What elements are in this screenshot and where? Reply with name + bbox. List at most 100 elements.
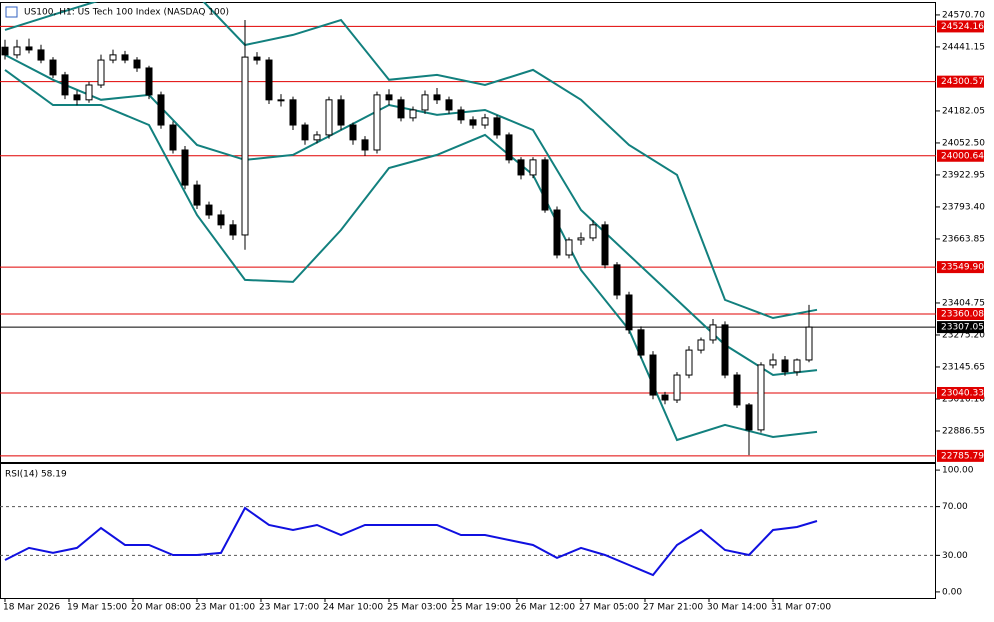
candle-body [313,134,321,141]
level-line-box [937,149,984,162]
candle-body [85,84,93,101]
candle-body [217,214,225,226]
candle-body [553,209,561,256]
x-tick-label: 19 Mar 15:00 [67,603,127,613]
candle-body [601,224,609,266]
candle-body [445,99,453,111]
y-tick-label: 24182.05 [942,106,985,116]
rsi-title: RSI(14) 58.19 [5,470,67,480]
candle-body [145,67,153,96]
candle-body [493,117,501,136]
y-tick-label: 23404.75 [942,298,985,308]
x-tick-label: 27 Mar 05:00 [579,603,639,613]
x-tick-label: 25 Mar 03:00 [387,603,447,613]
candle-body [721,324,729,376]
candle-body [265,59,273,101]
rsi-line [4,506,818,577]
candle-body [589,224,597,239]
candle-body [481,117,489,126]
candle-body [613,264,621,296]
candle-body [697,339,705,351]
candle-body [193,184,201,206]
bollinger-band [4,69,818,442]
candle-body [373,94,381,151]
candle-body [109,54,117,61]
rsi-tick-label: 0.00 [942,587,962,597]
candle-body [13,46,21,56]
level-line-label: 23549.90 [941,263,984,273]
candle-body [685,349,693,376]
level-line-box [937,386,984,399]
y-tick-label: 23016.10 [942,394,985,404]
candle-body [385,94,393,101]
candle-body [733,374,741,406]
y-tick-label: 23145.65 [942,362,985,372]
candle-body [469,119,477,126]
main-plot [0,2,936,457]
candle-body [409,109,417,119]
x-tick-label: 30 Mar 14:00 [707,603,767,613]
chart-title: US100, H1: US Tech 100 Index (NASDAQ 100… [24,8,229,18]
candle-body [673,374,681,401]
candle-body [157,94,165,126]
rsi-tick-label: 70.00 [942,502,968,512]
level-line-box [937,75,984,88]
candle-body [505,134,513,161]
current-price-label: 23307.05 [941,323,984,333]
candle-body [121,54,129,61]
x-tick-label: 23 Mar 01:00 [195,603,255,613]
candle-body [433,94,441,101]
candle-body [565,239,573,256]
candle-body [349,124,357,141]
candle-body [625,294,633,331]
main-frame [0,2,936,463]
candle-body [73,94,81,101]
x-tick-label: 18 Mar 2026 [3,603,60,613]
candle-body [517,159,525,176]
candle-body [301,124,309,141]
y-tick-label: 24052.50 [942,138,985,148]
candle-body [181,149,189,186]
candle-body [421,94,429,111]
candle-body [361,139,369,151]
rsi-frame [0,463,936,599]
candle-body [793,359,801,373]
y-tick-label: 24570.70 [942,10,985,20]
x-tick-label: 27 Mar 21:00 [643,603,703,613]
candle-body [1,46,9,56]
candle-body [289,99,297,126]
level-line-label: 24300.57 [941,77,984,87]
level-line-box [937,307,984,320]
candle-body [709,324,717,341]
candle-body [337,99,345,126]
candle-body [805,326,813,361]
y-tick-label: 22886.55 [942,426,985,436]
candle-body [649,354,657,396]
candle-body [397,99,405,119]
candle-body [37,49,45,61]
candle-body [781,359,789,373]
candle-body [97,59,105,86]
x-tick-label: 25 Mar 19:00 [451,603,511,613]
y-tick-label: 23663.85 [942,234,985,244]
candle-body [769,359,777,366]
current-price-box [937,321,984,334]
candle-body [133,59,141,69]
level-line-label: 24000.64 [941,151,984,161]
x-tick-label: 24 Mar 10:00 [323,603,383,613]
y-tick-label: 23793.40 [942,202,985,212]
candle-body [457,109,465,121]
y-tick-label: 24441.15 [942,42,985,52]
level-line-label: 23360.08 [941,309,984,319]
candle-body [229,224,237,236]
symbol-icon [5,6,18,18]
y-tick-label: 23275.20 [942,330,985,340]
level-line-label: 22785.79 [941,451,984,461]
candle-body [61,74,69,96]
level-line-box [937,261,984,274]
candle-body [637,329,645,356]
rsi-tick-label: 30.00 [942,551,968,561]
level-line-box [937,20,984,33]
rsi-plot [0,506,936,577]
candle-body [205,204,213,216]
